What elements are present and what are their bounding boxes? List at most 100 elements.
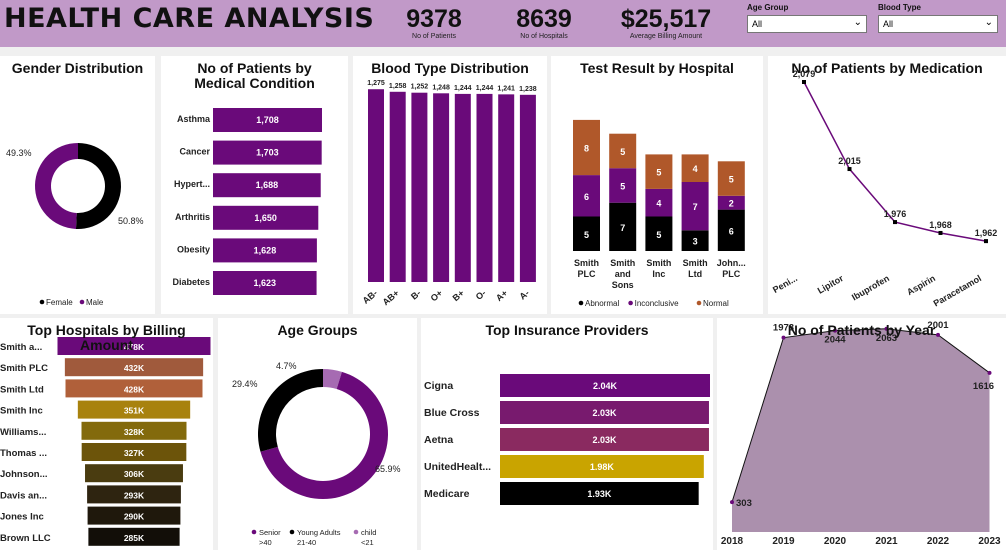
condition-title: No of Patients by Medical Condition [194, 60, 315, 91]
medication-value-label: 1,976 [884, 209, 907, 219]
medication-point [893, 220, 897, 225]
kpi-hospitals-value: 8639 [516, 5, 572, 33]
billing-value-label: 432K [124, 363, 145, 373]
blood-value-label: 1,241 [497, 85, 515, 92]
agegroups-slice [323, 369, 342, 390]
gender-label-female: 50.8% [118, 216, 144, 226]
year-chart: 303 2018 1973 2019 2044 2020 2063 2021 2001 2022 1… [721, 320, 1001, 547]
insurance-title: Top Insurance Providers [485, 322, 649, 338]
panel-blood: Blood Type Distribution 1,275 AB- 1,258 AB+… [353, 56, 547, 314]
insurance-category-label: Cigna [424, 380, 453, 392]
condition-value-label: 1,688 [256, 180, 279, 190]
insurance-bar [500, 428, 709, 451]
testresult-value-label: 2 [729, 199, 734, 209]
billing-bar [88, 527, 180, 546]
testresult-category-label: PLC [722, 269, 741, 279]
condition-value-label: 1,708 [256, 115, 279, 125]
agegroups-chart: 65.9% 29.4% 4.7% Senior>40 Young Adults21-40… [232, 361, 401, 547]
kpi-patients: 9378 No of Patients [398, 6, 470, 41]
testresult-value-label: 6 [584, 192, 589, 202]
testresult-segment-abnormal [717, 209, 745, 251]
medication-title: No of Patients by Medication [791, 60, 983, 76]
gender-legend-marker [39, 299, 45, 305]
year-point [833, 328, 837, 333]
gender-label-male: 49.3% [6, 148, 32, 158]
year-area [732, 328, 990, 532]
billing-bar [57, 337, 211, 355]
insurance-bar [500, 482, 699, 505]
testresult-value-label: 3 [693, 237, 698, 247]
panel-gender: Gender Distribution 50.8% 49.3% Female Male [0, 56, 155, 314]
condition-category-label: Arthritis [175, 212, 210, 222]
testresult-legend-label: Normal [703, 299, 729, 308]
panel-agegroups: Age Groups 65.9% 29.4% 4.7% Senior >40 Young … [218, 318, 417, 550]
billing-bar [87, 485, 181, 504]
testresult-chart: 568SmithPLC755SmithandSons545SmithInc374… [573, 119, 746, 308]
testresult-value-label: 5 [620, 147, 625, 157]
testresult-category-label: Sons [612, 280, 634, 290]
panel-condition: No of Patients by Medical Condition Asth… [161, 56, 348, 314]
gender-slice-male [34, 143, 78, 229]
testresult-segment-normal [645, 154, 673, 189]
agegroups-title: Age Groups [277, 322, 358, 338]
billing-bar [81, 421, 187, 440]
testresult-segment-normal [717, 161, 745, 196]
blood-value-label: 1,258 [389, 83, 407, 90]
year-point [730, 500, 734, 505]
condition-value-label: 1,623 [254, 278, 277, 288]
billing-category-label: Smith PLC [0, 363, 48, 374]
condition-category-label: Asthma [177, 114, 211, 124]
agegroups-legend-marker [353, 529, 359, 535]
blood-category-label: O+ [429, 288, 445, 304]
testresult-legend-label: Abnormal [585, 299, 619, 308]
filter-blood-type-select[interactable]: All ⌄ [878, 15, 998, 33]
year-value-label: 1616 [973, 381, 994, 392]
condition-category-label: Diabetes [172, 277, 210, 287]
blood-value-label: 1,244 [476, 85, 494, 92]
testresult-category-label: Smith [610, 258, 635, 268]
testresult-legend-marker [696, 300, 702, 306]
billing-bar [65, 379, 203, 398]
medication-category-label: Ibuprofen [850, 273, 891, 302]
gender-title: Gender Distribution [11, 60, 144, 76]
testresult-category-label: Smith [646, 258, 671, 268]
billing-category-label: Smith a... [0, 342, 42, 353]
blood-value-label: 1,248 [432, 84, 450, 91]
testresult-segment-inconclusive [681, 182, 709, 231]
medication-category-label: Paracetamol [932, 273, 983, 308]
panel-insurance: Top Insurance Providers Cigna 2.04K Blue C… [421, 318, 713, 550]
billing-value-label: 306K [124, 469, 145, 479]
billing-value-label: 428K [124, 384, 145, 394]
filter-blood-type-value: All [883, 19, 894, 29]
billing-category-label: Smith Ltd [0, 384, 44, 395]
filter-age-group-select[interactable]: All ⌄ [747, 15, 867, 33]
testresult-legend-label: Inconclusive [635, 299, 680, 308]
year-line [731, 328, 990, 503]
billing-category-label: Davis an... [0, 490, 47, 501]
billing-category-label: Brown LLC [0, 533, 51, 544]
filter-blood-type: Blood Type All ⌄ [878, 3, 998, 33]
testresult-segment-inconclusive [573, 175, 600, 217]
billing-bar [85, 464, 183, 483]
testresult-legend-marker [628, 300, 633, 306]
testresult-segment-inconclusive [609, 168, 637, 203]
kpi-billing-label: Average Billing Amount [629, 33, 703, 40]
condition-value-label: 1,650 [254, 213, 277, 223]
condition-chart: Asthma 1,708 Cancer 1,703 Hypert... 1,688 Arth… [172, 108, 322, 295]
testresult-value-label: 7 [620, 223, 625, 233]
year-value-label: 1973 [773, 323, 794, 334]
insurance-value-label: 2.04K [593, 381, 618, 391]
year-point [987, 370, 992, 375]
billing-category-label: Smith Inc [0, 406, 43, 417]
billing-title: Top Hospitals by Billing Amount [27, 322, 186, 353]
billing-bar [77, 400, 191, 419]
testresult-value-label: 5 [620, 181, 625, 191]
condition-category-label: Hypert... [174, 179, 210, 189]
billing-value-label: 478K [124, 342, 145, 352]
insurance-bar [500, 374, 710, 397]
condition-category-label: Obesity [177, 244, 210, 254]
filter-age-group: Age Group All ⌄ [747, 3, 867, 33]
blood-value-label: 1,275 [367, 80, 385, 87]
medication-value-label: 1,962 [975, 228, 998, 238]
blood-bar [433, 93, 450, 282]
